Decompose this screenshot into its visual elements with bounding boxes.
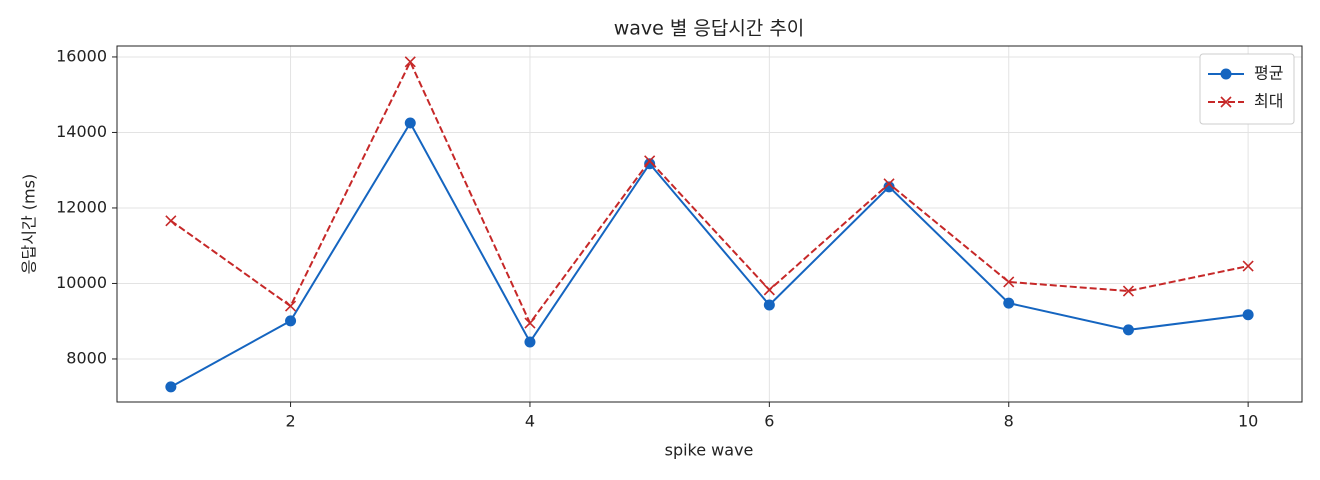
marker: [1003, 276, 1015, 288]
chart-title: wave 별 응답시간 추이: [614, 18, 805, 40]
plot-frame: [116, 45, 1303, 403]
series-line: [170, 59, 1249, 326]
marker: [1242, 260, 1254, 272]
marker: [883, 178, 895, 190]
marker: [404, 56, 416, 68]
legend-label: 최대: [1254, 92, 1283, 111]
y-tick-label: 8000: [66, 348, 107, 367]
marker: [883, 181, 895, 193]
marker: [763, 299, 775, 311]
marker: [165, 381, 177, 393]
y-axis-label: 응답시간 (ms): [20, 174, 39, 274]
marker: [285, 315, 297, 327]
marker: [1122, 285, 1135, 297]
y-tick-label: 14000: [56, 122, 107, 141]
marker: [644, 155, 656, 167]
marker: [1003, 297, 1015, 309]
marker: [1220, 68, 1232, 80]
y-tick-label: 12000: [56, 197, 107, 216]
marker: [524, 317, 536, 329]
marker: [1242, 309, 1254, 321]
x-tick-label: 8: [1004, 412, 1014, 431]
marker: [404, 117, 416, 129]
marker: [284, 300, 297, 312]
legend-label: 평균: [1254, 64, 1283, 83]
marker: [763, 284, 775, 296]
y-tick-label: 10000: [56, 273, 107, 292]
x-tick-label: 10: [1238, 412, 1258, 431]
x-tick-label: 4: [525, 412, 535, 431]
marker: [1122, 324, 1134, 336]
marker: [644, 158, 656, 170]
series-line: [170, 121, 1249, 388]
x-tick-label: 2: [285, 412, 295, 431]
y-tick-label: 16000: [56, 46, 107, 65]
x-axis-label: spike wave: [665, 441, 754, 460]
marker: [1220, 96, 1232, 108]
x-tick-label: 6: [764, 412, 774, 431]
marker: [165, 215, 177, 227]
marker: [524, 336, 536, 348]
